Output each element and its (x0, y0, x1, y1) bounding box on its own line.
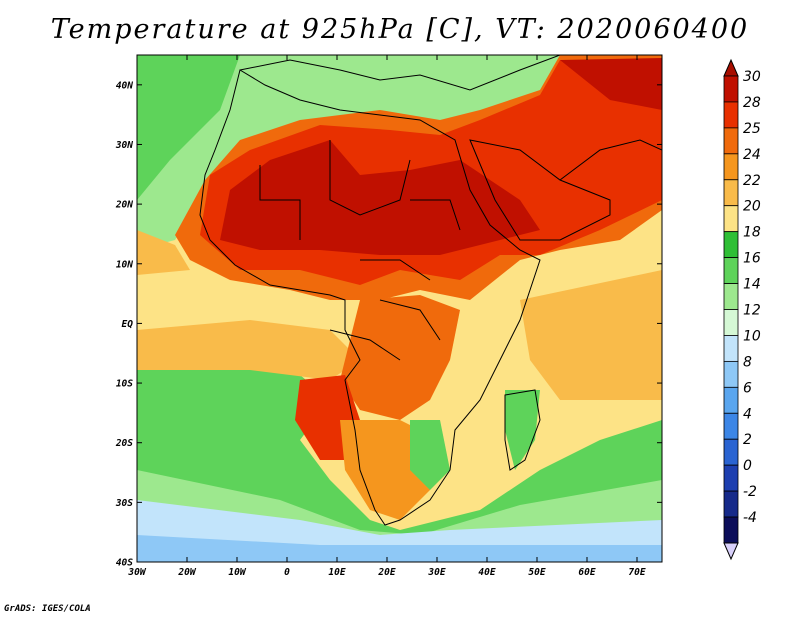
colorbar-label: 2 (743, 432, 752, 448)
mozambique-green (410, 420, 450, 490)
colorbar-label: 10 (743, 328, 761, 344)
temperature-field (137, 55, 662, 562)
colorbar-label: 14 (743, 277, 761, 293)
colorbar-swatch (723, 335, 739, 362)
madagascar-green (505, 390, 540, 470)
colorbar-swatch (723, 309, 739, 336)
colorbar-label: -2 (743, 484, 757, 500)
lon-tick-label: 40E (478, 567, 495, 578)
lon-tick-label: 20E (377, 567, 395, 578)
country-borders (259, 140, 461, 361)
colorbar-swatch (723, 257, 739, 284)
lat-tick-label: 20N (115, 200, 133, 211)
lat-tick-label: 30N (115, 140, 133, 151)
lat-tick-label: 40N (116, 80, 133, 91)
colorbar-swatch (723, 179, 739, 207)
lat-tick-label: 40S (116, 558, 133, 569)
colorbar-over-arrow (723, 58, 739, 77)
colorbar-label: 18 (743, 225, 761, 241)
gulf-of-guinea-band (137, 320, 360, 380)
colorbar-swatch (723, 205, 739, 233)
southern-blue (137, 535, 662, 562)
indian-ocean-band (520, 270, 662, 400)
map-title: Temperature at 925hPa [C], VT: 202006040… (50, 14, 750, 45)
colorbar-swatch (723, 464, 739, 492)
asia-hottest (560, 58, 662, 110)
colorbar-swatch (723, 516, 739, 544)
colorbar-label: 22 (743, 173, 761, 189)
colorbar-swatch (723, 490, 739, 518)
colorbar-swatch (723, 231, 739, 259)
grads-credit: GrADS: IGES/COLA (4, 604, 91, 614)
colorbar-swatch (723, 360, 739, 388)
colorbar-swatch (723, 101, 739, 129)
colorbar-under-arrow (723, 542, 739, 561)
madagascar-coast (504, 389, 541, 471)
colorbar-label: 4 (743, 406, 752, 422)
lat-tick-label: 10N (116, 259, 133, 270)
central-africa-warm (340, 295, 460, 420)
colorbar-label: 25 (743, 121, 761, 137)
lat-tick-label: 30S (115, 498, 133, 509)
lat-tick-label: 20S (115, 438, 133, 449)
north-atlantic-green (137, 55, 240, 200)
west-africa-coast-band (137, 230, 190, 275)
colorbar-swatch (723, 438, 739, 466)
colorbar-swatch (723, 153, 739, 181)
lon-tick-label: 10E (328, 567, 345, 578)
colorbar-label: 20 (743, 199, 761, 215)
africa-coast (199, 69, 541, 526)
colorbar-label: -4 (743, 510, 757, 526)
colorbar-label: 30 (743, 69, 761, 85)
colorbar-label: 8 (743, 354, 752, 370)
lon-tick-label: 30E (427, 567, 445, 578)
colorbar-swatch (723, 75, 739, 103)
lon-tick-label: 60E (578, 567, 595, 578)
colorbar-label: 28 (743, 95, 761, 111)
persian-coast (559, 139, 662, 181)
mediterranean-coast (239, 55, 561, 91)
lon-tick-label: 10W (228, 567, 246, 578)
map-axes: 30W 20W 10W 0 10E 20E 30E 40E 50E 60E 70E 40N 30N 20N… (115, 55, 662, 578)
lat-tick-label: 10S (116, 379, 133, 390)
colorbar-swatch (723, 127, 739, 155)
arabia-coast (469, 139, 611, 241)
colorbar-swatch (723, 386, 739, 414)
lon-tick-label: 30W (127, 567, 146, 578)
lat-tick-label: EQ (122, 319, 134, 330)
lon-tick-label: 50E (528, 567, 545, 578)
colorbar-label: 24 (743, 147, 761, 163)
colorbar-label: 12 (743, 303, 761, 319)
colorbar-label: 0 (743, 458, 752, 474)
colorbar-swatch (723, 283, 739, 310)
map-border (136, 54, 663, 563)
colorbar-label: 16 (743, 251, 761, 267)
colorbar-label: 6 (743, 380, 752, 396)
coastlines (199, 55, 662, 526)
colorbar-swatch (723, 412, 739, 440)
lon-tick-label: 20W (177, 567, 196, 578)
lon-tick-label: 0 (284, 567, 290, 578)
lon-tick-label: 70E (628, 567, 645, 578)
